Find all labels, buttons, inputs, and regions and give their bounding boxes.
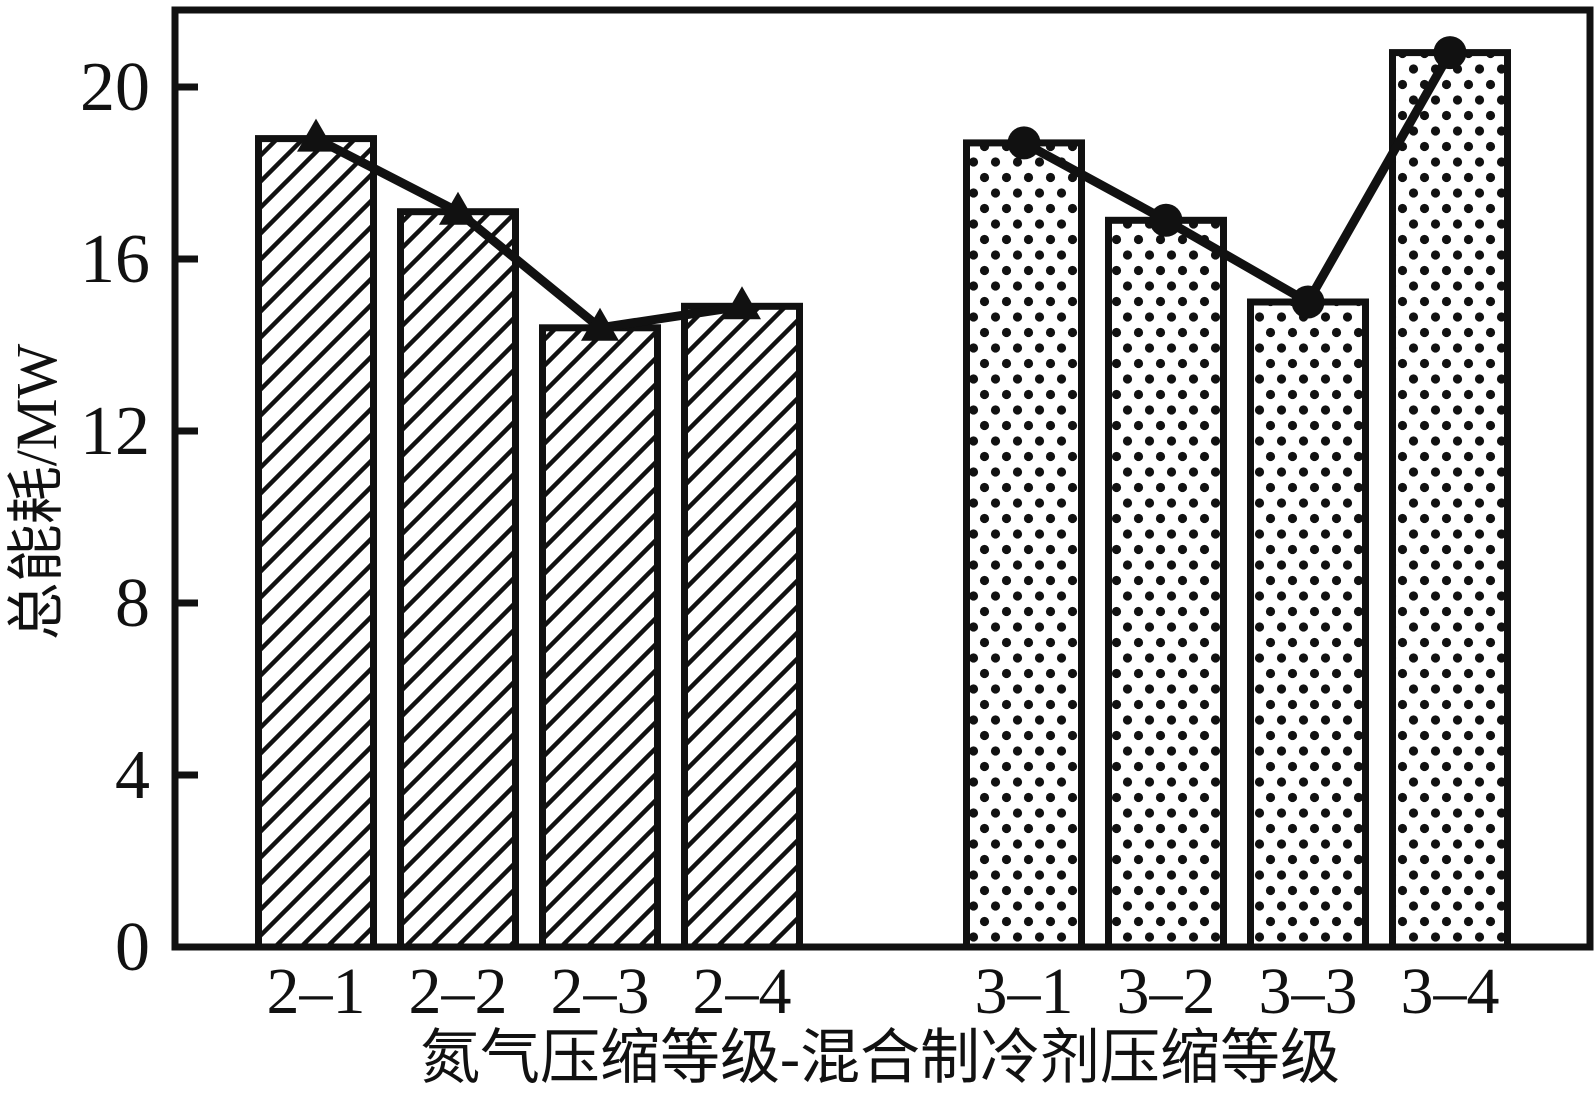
bar-3–4 (1389, 49, 1511, 951)
plot-frame (171, 6, 1594, 951)
y-tick-label-16: 16 (80, 221, 150, 298)
circle-marker-3–4 (1433, 36, 1467, 70)
bar-2–2 (397, 208, 519, 951)
y-tick-label-12: 12 (80, 393, 150, 470)
x-axis-title: 氮气压缩等级-混合制冷剂压缩等级 (420, 1025, 1340, 1091)
y-tick-label-20: 20 (80, 49, 150, 126)
trend-line-nitrogen-3-stage (1021, 50, 1454, 309)
x-category-label-2–3: 2–3 (551, 955, 650, 1028)
bar-3–3 (1247, 298, 1369, 951)
triangle-marker-2–4 (723, 286, 761, 320)
x-category-label-2–2: 2–2 (409, 955, 508, 1028)
circle-marker-3–1 (1007, 126, 1041, 160)
bar-3–1 (963, 139, 1085, 951)
bar-2–3 (539, 324, 661, 951)
trend-line-nitrogen-2-stage (313, 134, 743, 333)
bar-2–4 (681, 302, 803, 951)
circle-marker-3–2 (1149, 203, 1183, 237)
x-category-label-3–4: 3–4 (1401, 955, 1500, 1028)
y-tick-label-4: 4 (115, 737, 150, 814)
x-category-label-3–3: 3–3 (1259, 955, 1358, 1028)
y-axis-title: 总能耗/MW (4, 344, 69, 641)
chart-content: 0 4 8 12 16 20 2–1 2–2 2–3 2–4 3–1 3–2 3–3 3–4 (80, 36, 1511, 1028)
x-category-label-2–1: 2–1 (267, 955, 366, 1028)
x-category-label-3–2: 3–2 (1117, 955, 1216, 1028)
bar-3–2 (1105, 216, 1227, 951)
bar-2–1 (255, 135, 377, 951)
y-tick-label-0: 0 (115, 909, 150, 986)
triangle-marker-2–1 (297, 118, 335, 152)
x-category-label-3–1: 3–1 (975, 955, 1074, 1028)
x-category-label-2–4: 2–4 (693, 955, 792, 1028)
circle-marker-3–3 (1291, 285, 1325, 319)
triangle-marker-2–2 (439, 191, 477, 225)
triangle-marker-2–3 (581, 307, 619, 341)
y-tick-label-8: 8 (115, 565, 150, 642)
